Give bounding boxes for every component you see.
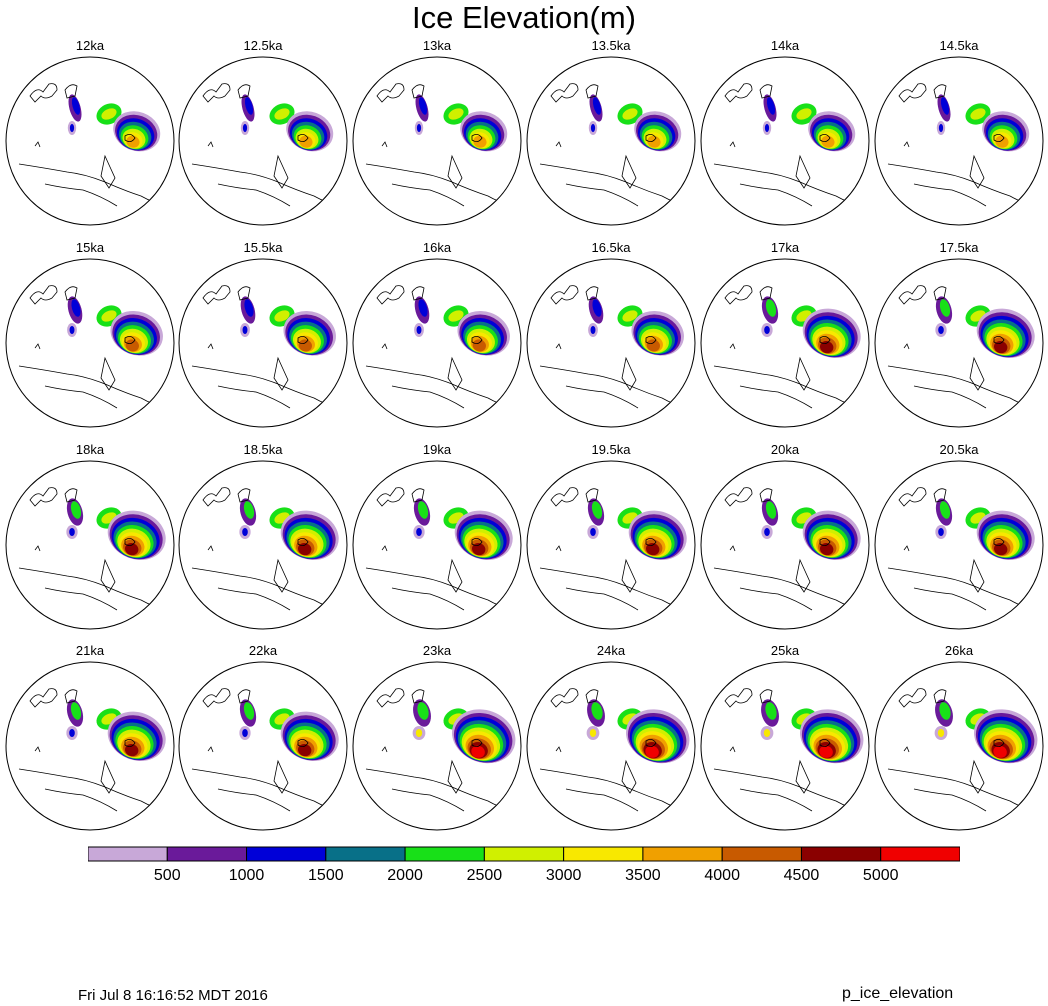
panel-label: 12.5ka [243,38,283,53]
panel-label: 13ka [422,38,452,53]
map-panel: 23ka [350,643,524,843]
map-panel: 20ka [698,442,872,642]
panel-label: 15.5ka [243,240,283,255]
colorbar-tick-label: 1500 [308,867,344,884]
colorbar-swatch [404,846,485,862]
map-panel: 17ka [698,240,872,440]
polar-map [700,661,870,831]
panel-grid: 12ka 12.5ka 13ka 13.5ka 14ka 14.5ka 15ka 15.5ka… [3,38,1046,843]
colorbar-swatch [880,846,960,862]
polar-map [352,258,522,428]
panel-label: 21ka [75,643,105,658]
polar-map [178,56,348,226]
colorbar-tick-label: 3500 [625,867,661,884]
polar-map [5,56,175,226]
colorbar-swatch [166,846,248,862]
polar-map [874,258,1044,428]
panel-label: 22ka [248,643,278,658]
colorbar: 500 1000 1500 2000 2500 3000 3500 4000 4500 5000 [88,846,960,884]
map-panel: 17.5ka [872,240,1046,440]
colorbar-swatch [563,846,644,862]
panel-label: 16ka [422,240,452,255]
colorbar-tick-label: 5000 [863,867,899,884]
map-panel: 25ka [698,643,872,843]
polar-map [526,460,696,630]
panel-label: 23ka [422,643,452,658]
panel-label: 20.5ka [939,442,979,457]
colorbar-tick-label: 500 [154,867,181,884]
polar-map [874,661,1044,831]
polar-map [526,258,696,428]
map-panel: 26ka [872,643,1046,843]
colorbar-swatch [800,846,882,862]
colorbar-swatch [88,846,168,862]
panel-label: 24ka [596,643,626,658]
colorbar-tick-label: 1000 [229,867,265,884]
map-panel: 12.5ka [176,38,350,238]
polar-map [5,661,175,831]
map-panel: 18ka [3,442,177,642]
panel-label: 16.5ka [591,240,631,255]
map-panel: 14ka [698,38,872,238]
panel-label: 26ka [944,643,974,658]
colorbar-swatch [483,846,565,862]
panel-label: 19.5ka [591,442,631,457]
map-panel: 24ka [524,643,698,843]
colorbar-swatch [721,846,802,862]
chart-title: Ice Elevation(m) [412,0,636,35]
polar-map [526,56,696,226]
polar-map [178,258,348,428]
panel-label: 15ka [75,240,105,255]
colorbar-tick-label: 3000 [546,867,582,884]
map-panel: 21ka [3,643,177,843]
map-panel: 19.5ka [524,442,698,642]
map-panel: 15.5ka [176,240,350,440]
panel-label: 18ka [75,442,105,457]
map-panel: 15ka [3,240,177,440]
colorbar-swatch [642,846,723,862]
colorbar-tick-label: 4500 [784,867,820,884]
map-panel: 22ka [176,643,350,843]
map-panel: 19ka [350,442,524,642]
panel-label: 19ka [422,442,452,457]
polar-map [874,460,1044,630]
map-panel: 13ka [350,38,524,238]
polar-map [178,460,348,630]
map-panel: 13.5ka [524,38,698,238]
panel-label: 17ka [770,240,800,255]
map-panel: 14.5ka [872,38,1046,238]
panel-label: 20ka [770,442,800,457]
polar-map [178,661,348,831]
map-panel: 18.5ka [176,442,350,642]
colorbar-tick-label: 2000 [387,867,423,884]
map-panel: 16.5ka [524,240,698,440]
polar-map [874,56,1044,226]
colorbar-tick-label: 4000 [704,867,740,884]
panel-label: 18.5ka [243,442,283,457]
panel-label: 17.5ka [939,240,979,255]
colorbar-swatch [246,846,327,862]
polar-map [352,661,522,831]
panel-label: 25ka [770,643,800,658]
plot-name: p_ice_elevation [842,985,954,1002]
polar-map [352,56,522,226]
panel-label: 14.5ka [939,38,979,53]
polar-map [526,661,696,831]
timestamp: Fri Jul 8 16:16:52 MDT 2016 [78,987,268,1004]
polar-map [700,460,870,630]
polar-map [700,56,870,226]
colorbar-tick-label: 2500 [467,867,503,884]
map-panel: 16ka [350,240,524,440]
map-panel: 20.5ka [872,442,1046,642]
panel-label: 13.5ka [591,38,631,53]
polar-map [352,460,522,630]
map-panel: 12ka [3,38,177,238]
colorbar-swatch [325,846,406,862]
polar-map [700,258,870,428]
panel-label: 14ka [770,38,800,53]
polar-map [5,460,175,630]
panel-label: 12ka [75,38,105,53]
polar-map [5,258,175,428]
